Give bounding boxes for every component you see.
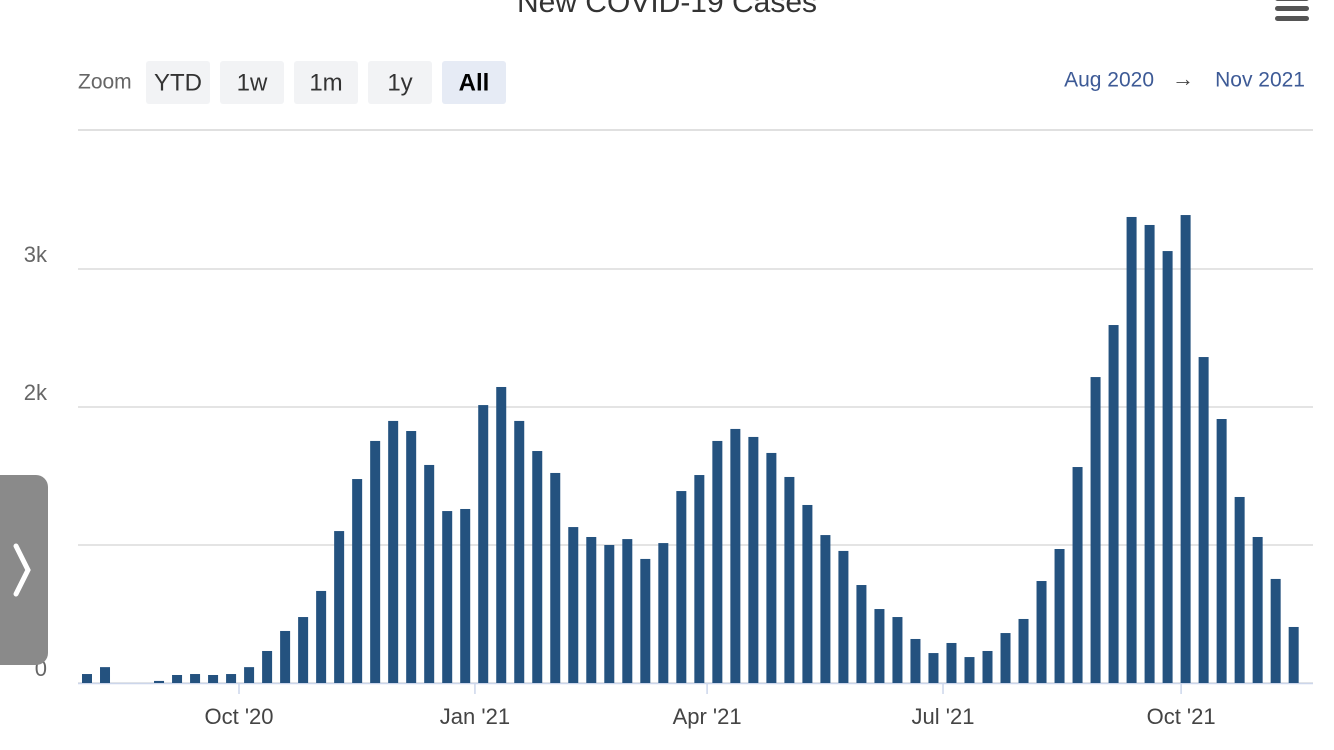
zoom-button[interactable] [220, 61, 284, 104]
bar[interactable] [550, 472, 561, 683]
side-tab-chevron[interactable] [13, 543, 31, 597]
bar[interactable] [820, 535, 831, 683]
bar[interactable] [982, 650, 993, 683]
bar[interactable] [1270, 578, 1281, 683]
bar[interactable] [802, 504, 813, 683]
menu-bar[interactable] [1275, 0, 1309, 1]
x-tick-label: Jul '21 [912, 704, 975, 729]
bar[interactable] [1072, 467, 1083, 683]
range-to[interactable]: Nov 2021 [1215, 69, 1305, 92]
bar[interactable] [784, 476, 795, 683]
zoom-button[interactable] [146, 61, 210, 104]
bar[interactable] [460, 508, 471, 683]
bar[interactable] [1216, 419, 1227, 683]
zoom-button-label[interactable]: 1m [309, 69, 342, 96]
bar[interactable] [1288, 626, 1299, 683]
bar[interactable] [1000, 633, 1011, 683]
bar[interactable] [352, 479, 363, 683]
zoom-button[interactable] [442, 61, 506, 104]
bar[interactable] [910, 638, 921, 683]
bar[interactable] [856, 585, 867, 683]
bar[interactable] [1090, 377, 1101, 683]
x-tick-label: Apr '21 [673, 704, 742, 729]
bar[interactable] [424, 464, 435, 683]
bar[interactable] [1180, 215, 1191, 684]
side-tab[interactable] [0, 475, 48, 665]
bar[interactable] [1252, 536, 1263, 683]
zoom-button-label[interactable]: All [459, 69, 490, 96]
bar[interactable] [496, 386, 507, 683]
bar[interactable] [946, 642, 957, 683]
bar[interactable] [1234, 496, 1245, 683]
bar[interactable] [694, 475, 705, 683]
bar[interactable] [316, 590, 327, 683]
bar[interactable] [1162, 251, 1173, 683]
y-tick-label: 2k [24, 380, 48, 405]
menu-bar[interactable] [1275, 16, 1309, 21]
x-tick-label: Oct '20 [204, 704, 273, 729]
bar[interactable] [892, 617, 903, 683]
bar[interactable] [262, 650, 273, 683]
bar[interactable] [676, 491, 687, 683]
bar[interactable] [388, 420, 399, 683]
bar[interactable] [640, 558, 651, 683]
zoom-label: Zoom [78, 71, 132, 94]
bar[interactable] [1144, 224, 1155, 683]
bar[interactable] [964, 657, 975, 683]
bar[interactable] [244, 667, 255, 683]
bar[interactable] [658, 543, 669, 683]
bar[interactable] [298, 617, 309, 683]
x-tick-label: Oct '21 [1147, 704, 1216, 729]
chart-title: New COVID-19 Cases [517, 0, 817, 19]
bar[interactable] [100, 667, 111, 683]
bar[interactable] [478, 405, 489, 683]
bar[interactable] [586, 536, 597, 683]
bar[interactable] [1126, 216, 1137, 683]
bar[interactable] [406, 431, 417, 683]
bar[interactable] [334, 531, 345, 683]
bar[interactable] [766, 452, 777, 683]
range-arrow: → [1172, 66, 1194, 91]
zoom-button[interactable] [368, 61, 432, 104]
menu-bar[interactable] [1275, 6, 1309, 11]
zoom-button-label[interactable]: 1y [387, 69, 412, 96]
bar[interactable] [172, 674, 183, 683]
bar[interactable] [514, 420, 525, 683]
bar[interactable] [370, 440, 381, 683]
bar[interactable] [154, 680, 165, 683]
zoom-button[interactable] [294, 61, 358, 104]
bar[interactable] [1036, 581, 1047, 683]
bar[interactable] [874, 609, 885, 683]
y-tick-label: 3k [24, 242, 48, 267]
bar[interactable] [226, 674, 237, 683]
menu-icon[interactable] [1275, 0, 1309, 21]
zoom-button-label[interactable]: YTD [154, 69, 202, 96]
bar[interactable] [730, 428, 741, 683]
bar[interactable] [712, 440, 723, 683]
bar[interactable] [1198, 357, 1209, 683]
bar[interactable] [532, 451, 543, 683]
bar[interactable] [748, 436, 759, 683]
side-tab-bg[interactable] [0, 475, 48, 665]
range-from[interactable]: Aug 2020 [1064, 69, 1154, 92]
bar[interactable] [1054, 549, 1065, 683]
bar[interactable] [442, 511, 453, 683]
bar[interactable] [604, 545, 615, 683]
bar[interactable] [622, 539, 633, 683]
zoom-button-label[interactable]: 1w [237, 69, 268, 96]
bar[interactable] [280, 630, 291, 683]
bar[interactable] [568, 527, 579, 683]
x-tick-label: Jan '21 [440, 704, 510, 729]
bar[interactable] [928, 653, 939, 683]
bar[interactable] [208, 674, 219, 683]
bar[interactable] [82, 674, 92, 683]
bar[interactable] [1108, 325, 1119, 683]
bar[interactable] [838, 550, 849, 683]
bar[interactable] [1018, 618, 1029, 683]
bar[interactable] [190, 674, 201, 683]
